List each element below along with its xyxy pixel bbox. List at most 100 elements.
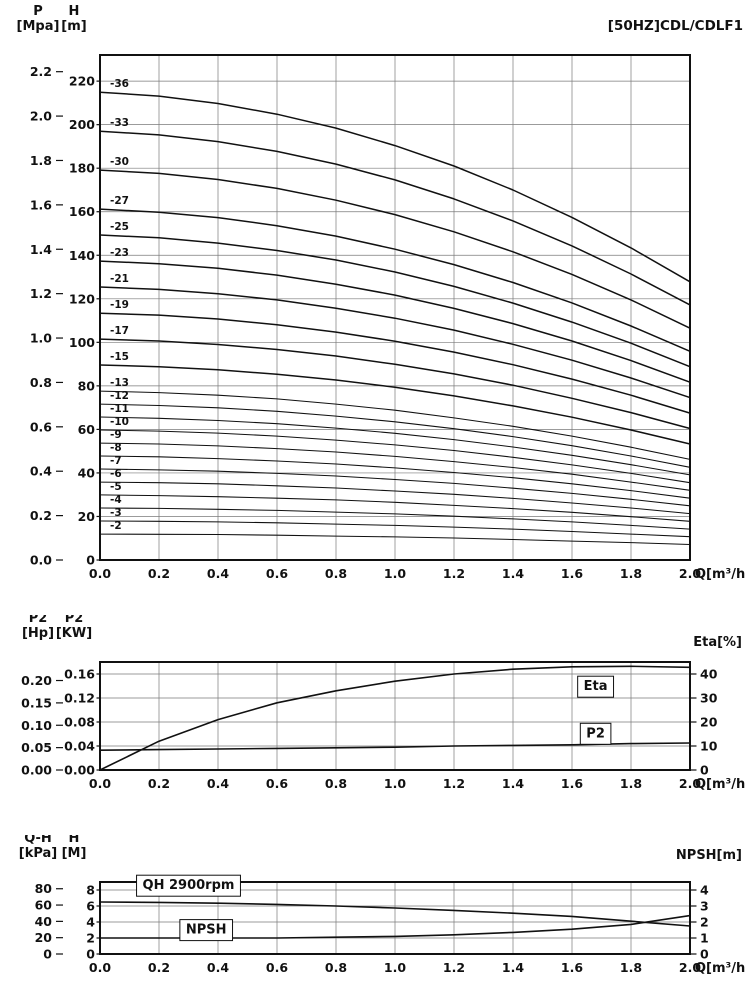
x-tick-label: 1.4 [502, 960, 524, 975]
curve--7 [99, 468, 691, 507]
left-axis-1-tick-label: 0.2 [30, 508, 52, 523]
left-axis-1-tick-label: 60 [35, 898, 53, 913]
left-axis-2-tick-label: 0.12 [64, 691, 95, 706]
curve--6 [99, 481, 691, 515]
x-tick-label: 0.2 [148, 566, 170, 581]
right-axis-tick-label: 0 [700, 763, 709, 778]
curve-label: -10 [110, 416, 129, 428]
annotation-box [179, 919, 234, 942]
curve--19 [99, 312, 691, 414]
x-tick-label: 1.8 [620, 776, 642, 791]
curve--33 [99, 130, 691, 306]
curve-label: -12 [110, 390, 129, 402]
x-tick-label: 1.2 [443, 960, 465, 975]
right-axis-tick-label: 0 [700, 947, 709, 962]
left-axis-1-tick-label: 0.6 [30, 419, 52, 434]
left-axis-2-tick-label: 0 [86, 947, 95, 962]
right-axis-tick-label: 1 [700, 931, 709, 946]
left-axis-1-tick-label: 0.05 [21, 740, 52, 755]
left-axis-1-tick-label: 0.20 [21, 673, 52, 688]
curve--8 [99, 455, 691, 499]
left-axis-1-tick-label: 0 [43, 947, 52, 962]
left-axis-1-tick-label: 0.0 [30, 553, 52, 568]
curve-label: -25 [110, 221, 129, 233]
right-axis-tick-label: 2 [700, 915, 709, 930]
left-axis-2-tick-label: 40 [78, 465, 96, 480]
annotation-box [577, 675, 615, 698]
left-axis-2-tick-label: 220 [69, 74, 95, 89]
left-axis-1-tick-label: 0.00 [21, 763, 52, 778]
x-axis-label: Q[m³/h] [695, 567, 745, 582]
power-efficiency-chart: 0.200.150.100.050.000.160.120.080.040.00… [21, 615, 745, 792]
left-axis-2-title: P2 [65, 615, 84, 626]
left-axis-1-tick-label: 0.10 [21, 718, 52, 733]
x-tick-label: 0.6 [266, 960, 288, 975]
x-tick-label: 0.2 [148, 776, 170, 791]
curve--23 [99, 260, 691, 383]
left-axis-2-unit: [KW] [56, 626, 92, 641]
curve--30 [99, 169, 691, 329]
x-tick-label: 0.0 [89, 566, 111, 581]
curve-label: -5 [110, 481, 122, 493]
annotation-box [579, 722, 612, 745]
left-axis-2-tick-label: 200 [69, 117, 95, 132]
right-axis-title: Eta[%] [693, 635, 742, 650]
x-tick-label: 1.0 [384, 776, 406, 791]
x-tick-label: 0.8 [325, 776, 347, 791]
left-axis-2-tick-label: 60 [78, 422, 96, 437]
x-tick-label: 1.6 [561, 960, 583, 975]
x-tick-label: 1.4 [502, 776, 524, 791]
left-axis-1-unit: [kPa] [19, 846, 57, 861]
curve--27 [99, 208, 691, 353]
curve-label: -36 [110, 78, 129, 90]
curve-label: -3 [110, 507, 122, 519]
x-tick-label: 0.2 [148, 960, 170, 975]
curve-label: -2 [110, 520, 122, 532]
left-axis-1-tick-label: 1.0 [30, 331, 52, 346]
curve--12 [99, 403, 691, 468]
left-axis-2-tick-label: 160 [69, 204, 95, 219]
right-axis-tick-label: 40 [700, 667, 718, 682]
x-tick-label: 0.4 [207, 960, 229, 975]
curve-label: -33 [110, 117, 129, 129]
x-tick-label: 0.0 [89, 776, 111, 791]
annotation-box [136, 874, 241, 897]
left-axis-1-tick-label: 1.6 [30, 197, 52, 212]
curve-label: -23 [110, 247, 129, 259]
left-axis-2-tick-label: 0.04 [64, 739, 95, 754]
left-axis-1-tick-label: 1.8 [30, 153, 52, 168]
curve-label: -11 [110, 403, 129, 415]
curve-Eta [99, 665, 691, 771]
x-tick-label: 2.0 [679, 960, 701, 975]
left-axis-2-tick-label: 80 [78, 378, 96, 393]
curve--17 [99, 338, 691, 430]
annotation-label: Eta [584, 679, 608, 694]
left-axis-2-tick-label: 4 [86, 915, 95, 930]
left-axis-2-tick-label: 20 [78, 509, 96, 524]
annotation-label: NPSH [186, 923, 227, 938]
plot-frame [99, 661, 691, 771]
curve-label: -17 [110, 325, 129, 337]
left-axis-2-tick-label: 0.08 [64, 715, 95, 730]
left-axis-2-tick-label: 6 [86, 899, 95, 914]
left-axis-1-tick-label: 80 [35, 881, 53, 896]
left-axis-1-tick-label: 2.2 [30, 64, 52, 79]
plot-frame [99, 54, 691, 561]
x-tick-label: 1.6 [561, 566, 583, 581]
curve-label: -15 [110, 351, 129, 363]
x-axis-label: Q[m³/h] [695, 961, 745, 976]
x-tick-label: 1.0 [384, 566, 406, 581]
left-axis-2-title: H [69, 4, 80, 19]
left-axis-2-tick-label: 120 [69, 291, 95, 306]
right-axis-tick-label: 10 [700, 739, 718, 754]
left-axis-1-tick-label: 1.2 [30, 286, 52, 301]
curve-label: -30 [110, 156, 129, 168]
curve-label: -19 [110, 299, 129, 311]
x-tick-label: 0.8 [325, 960, 347, 975]
curve--9 [99, 442, 691, 491]
x-tick-label: 0.8 [325, 566, 347, 581]
x-tick-label: 1.6 [561, 776, 583, 791]
x-tick-label: 0.4 [207, 566, 229, 581]
left-axis-2-unit: [m] [61, 19, 86, 34]
